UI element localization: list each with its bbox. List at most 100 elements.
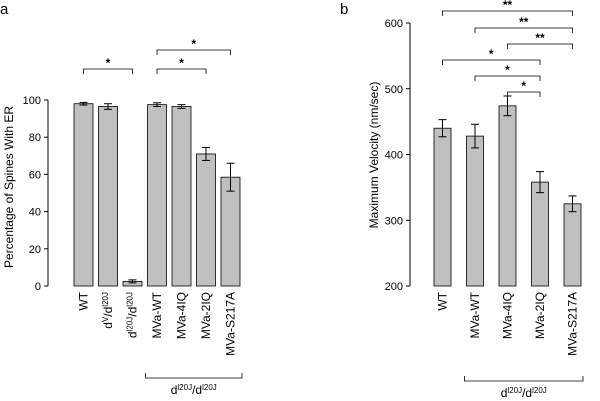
panel-b-group-label-text-part-3: l20J — [532, 386, 547, 395]
panel-a-category-label-1-part-3: l20J — [101, 292, 110, 307]
panel-b-y-tick-label-4: 600 — [385, 18, 403, 30]
panel-b-significance-label-0: ** — [503, 0, 513, 12]
panel-a-category-label-3: MVa-WT — [150, 291, 164, 338]
panel-a-category-label-0-part-0: WT — [77, 291, 91, 310]
panel-a-group-label: dl20J/dl20J — [145, 373, 243, 398]
panel-a-y-tick-label-0: 0 — [35, 281, 41, 293]
panel-a-significance-bracket-2 — [156, 68, 207, 74]
panel-a-error-bars — [79, 101, 235, 284]
panel-a-group-label-text-part-0: d — [171, 383, 178, 397]
panel-b-y-tick-label-0: 200 — [385, 281, 403, 293]
panel-b-significance-bracket-1 — [474, 27, 573, 33]
panel-b-significance-label-5: * — [521, 79, 526, 93]
panel-b-category-label-1: MVa-WT — [468, 291, 482, 338]
panel-a-category-label-1-part-2: /d — [101, 307, 115, 317]
panel-b-y-tick-label-1: 300 — [385, 215, 403, 227]
panel-a-bar-5 — [196, 153, 216, 287]
panel-b-bar-3 — [531, 181, 549, 287]
panel-b-significance-bracket-0 — [442, 10, 573, 16]
panel-a-bar-3 — [147, 104, 167, 287]
panel-a-group-label-text-part-1: l20J — [177, 383, 192, 392]
panel-b-bar-0 — [433, 127, 452, 287]
panel-a-group-label-text-part-3: l20J — [202, 383, 217, 392]
panel-b-category-label-0-part-0: WT — [436, 291, 450, 310]
panel-b-category-label-3-part-0: MVa-2IQ — [533, 292, 547, 339]
panel-a-significance-bracket-1 — [156, 49, 231, 55]
panel-a-category-label-4: MVa-4IQ — [175, 292, 189, 339]
panel-a-category-label-2-part-1: l20J — [125, 317, 134, 332]
panel-a-y-tick-label-5: 100 — [23, 95, 41, 107]
panel-a-category-label-1-part-1: V — [101, 316, 110, 322]
panel-a-significance-label-0: * — [106, 56, 111, 70]
panel-a-category-label-1-part-0: d — [101, 322, 115, 329]
panel-a-category-label-0: WT — [77, 291, 91, 310]
panel-b-significance-bracket-5 — [507, 91, 541, 97]
panel-a-bar-4 — [171, 106, 192, 287]
panel-b-group-bracket — [464, 376, 584, 382]
panel-b-y-tick-label-2: 400 — [385, 150, 403, 162]
panel-a-y-tick-label-1: 20 — [29, 244, 41, 256]
panel-a-category-label-2-part-3: l20J — [125, 292, 134, 307]
panel-a-category-label-3-part-0: MVa-WT — [150, 291, 164, 338]
panel-a-bar-0 — [73, 103, 94, 287]
panel-a-y-axis-label: Percentage of Spines With ER — [2, 106, 16, 268]
panel-a-y-tick-label-4: 80 — [29, 132, 41, 144]
panel-b-category-label-2: MVa-4IQ — [501, 292, 515, 339]
panel-a-y-tick-label-2: 40 — [29, 207, 41, 219]
panel-b-y-axis: 200 300 400 500 600 — [385, 18, 411, 293]
panel-a-letter: a — [0, 1, 9, 18]
panel-b-category-labels: WT MVa-WT MVa-4IQ MVa-2IQ MVa-S217A — [436, 291, 580, 355]
panel-b-letter: b — [340, 1, 348, 18]
panel-a-group-bracket — [145, 373, 243, 379]
panel-a-bar-1 — [98, 106, 118, 287]
panel-b-bar-1 — [466, 135, 484, 287]
panel-b-category-label-0: WT — [436, 291, 450, 310]
panel-a-y-tick-label-3: 60 — [29, 169, 41, 181]
panel-a-category-label-1: dV/dl20J — [101, 292, 116, 329]
panel-b-significance-bracket-2 — [507, 43, 573, 49]
panel-a-bar-6 — [220, 176, 241, 287]
panel-b-significance-label-3: * — [489, 47, 494, 61]
panel-a-category-label-6-part-0: MVa-S217A — [224, 292, 238, 356]
panel-a-bars — [73, 103, 241, 287]
panel-b-group-label-text-part-1: l20J — [507, 386, 522, 395]
panel-a-category-label-2-part-2: /d — [126, 307, 140, 317]
panel-b-bars — [433, 105, 582, 287]
panel-b-group-label-text-part-0: d — [501, 386, 508, 400]
panel-a-significance-label-1: * — [191, 37, 196, 51]
panel-b-significance-label-1: ** — [519, 15, 529, 29]
panel-a-category-label-6: MVa-S217A — [224, 292, 238, 356]
panel-b-category-label-4-part-0: MVa-S217A — [566, 292, 580, 356]
panel-a-category-label-2-part-0: d — [126, 331, 140, 338]
panel-b-significance-bracket-3 — [442, 59, 541, 65]
panel-a-group-label-text-part-2: /d — [192, 383, 202, 397]
panel-a-category-label-5-part-0: MVa-2IQ — [199, 292, 213, 339]
panel-b-significance: ********* — [442, 0, 573, 97]
panel-b-group-label-text-part-2: /d — [522, 386, 532, 400]
panel-a-category-label-4-part-0: MVa-4IQ — [175, 292, 189, 339]
panel-a-significance-label-2: * — [179, 56, 184, 70]
panel-b-group-label: dl20J/dl20J — [464, 376, 584, 401]
panel-b-category-label-1-part-0: MVa-WT — [468, 291, 482, 338]
panel-b-y-axis-label: Maximum Velocity (nm/sec) — [367, 82, 381, 229]
panel-a-y-axis: 0 20 40 60 80 100 — [23, 95, 49, 293]
panel-a-category-label-5: MVa-2IQ — [199, 292, 213, 339]
panel-b-significance-bracket-4 — [474, 75, 541, 81]
panel-b-significance-label-4: * — [505, 63, 510, 77]
panel-a-group-label-text: dl20J/dl20J — [171, 383, 217, 398]
panel-b-category-label-4: MVa-S217A — [566, 292, 580, 356]
panel-b-bar-4 — [563, 203, 582, 287]
panel-b-error-bars — [438, 95, 577, 213]
panel-b: b Maximum Velocity (nm/sec) 200 300 400 500… — [340, 0, 584, 401]
panel-b-category-label-2-part-0: MVa-4IQ — [501, 292, 515, 339]
panel-b-bar-2 — [498, 105, 517, 287]
panel-a-significance-bracket-0 — [83, 68, 133, 74]
panel-a: a Percentage of Spines With ER 0 20 40 60 80… — [0, 1, 243, 398]
panel-b-group-label-text: dl20J/dl20J — [501, 386, 547, 401]
panel-a-category-label-2: dl20J/dl20J — [125, 292, 140, 338]
panel-b-category-label-3: MVa-2IQ — [533, 292, 547, 339]
panel-a-significance: * * * — [83, 37, 231, 74]
panel-b-significance-label-2: ** — [535, 31, 545, 45]
